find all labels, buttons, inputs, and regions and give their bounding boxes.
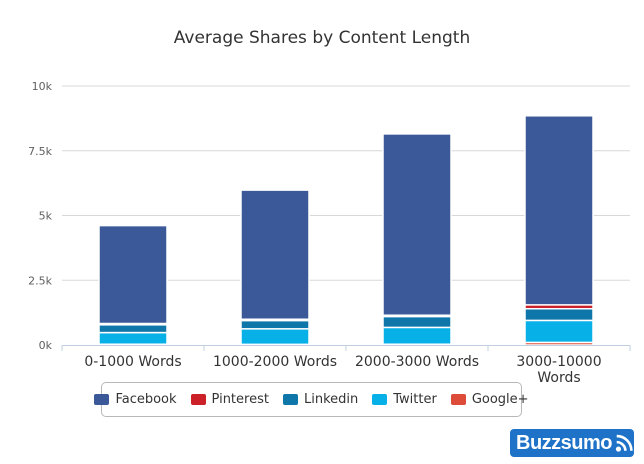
- bar-segment-twitter-0: [98, 331, 168, 345]
- chart-title: Average Shares by Content Length: [173, 28, 471, 48]
- x-tick-label: 1000-2000 Words: [213, 354, 337, 370]
- legend: Facebook Pinterest Linkedin Twitter Google+: [94, 382, 529, 417]
- x-axis-ticks: 0-1000 Words 1000-2000 Words 2000-3000 Wor…: [84, 354, 601, 386]
- bar-segment-linkedin-1: [240, 319, 310, 330]
- bar-segment-twitter-3: [524, 319, 594, 344]
- legend-item-facebook[interactable]: Facebook: [94, 392, 177, 407]
- legend-label: Pinterest: [211, 392, 269, 407]
- legend-item-google[interactable]: Google+: [450, 392, 529, 407]
- legend-item-twitter[interactable]: Twitter: [372, 392, 437, 407]
- x-tick-label: 3000-10000: [516, 354, 601, 370]
- logo-text: Buzzsumo: [516, 431, 613, 454]
- bar-segment-linkedin-2: [382, 315, 452, 329]
- bar-segment-facebook-1: [240, 189, 310, 320]
- legend-swatch: [450, 394, 466, 405]
- legend-swatch: [282, 394, 298, 405]
- y-axis-ticks: 0k 2.5k 5k 7.5k 10k: [28, 80, 52, 352]
- bar-segment-facebook-0: [98, 224, 168, 325]
- legend-swatch: [190, 394, 206, 405]
- x-tick-label: Words: [537, 370, 580, 386]
- x-tick-label: 0-1000 Words: [84, 354, 181, 370]
- x-tick-label: 2000-3000 Words: [355, 354, 479, 370]
- x-axis: [61, 345, 631, 351]
- legend-swatch: [372, 394, 388, 405]
- legend-label: Google+: [471, 392, 529, 407]
- legend-label: Twitter: [393, 392, 437, 407]
- y-tick-label: 10k: [32, 80, 53, 93]
- legend-item-pinterest[interactable]: Pinterest: [190, 392, 269, 407]
- y-tick-label: 0k: [39, 339, 53, 352]
- bars: [98, 115, 594, 346]
- bar-segment-linkedin-3: [524, 307, 594, 322]
- bar-segment-linkedin-0: [98, 324, 168, 334]
- bar-segment-twitter-1: [240, 328, 310, 346]
- y-tick-label: 5k: [39, 210, 53, 223]
- buzzsumo-logo: Buzzsumo: [510, 429, 634, 457]
- rss-feed-icon: [615, 434, 633, 452]
- y-tick-label: 7.5k: [28, 145, 52, 158]
- legend-item-linkedin[interactable]: Linkedin: [282, 392, 359, 407]
- bar-segment-facebook-2: [382, 133, 452, 316]
- legend-label: Facebook: [115, 392, 177, 407]
- bar-segment-facebook-3: [524, 115, 594, 306]
- legend-label: Linkedin: [303, 392, 359, 407]
- bar-segment-twitter-2: [382, 326, 452, 345]
- legend-swatch: [94, 394, 110, 405]
- y-tick-label: 2.5k: [28, 274, 52, 287]
